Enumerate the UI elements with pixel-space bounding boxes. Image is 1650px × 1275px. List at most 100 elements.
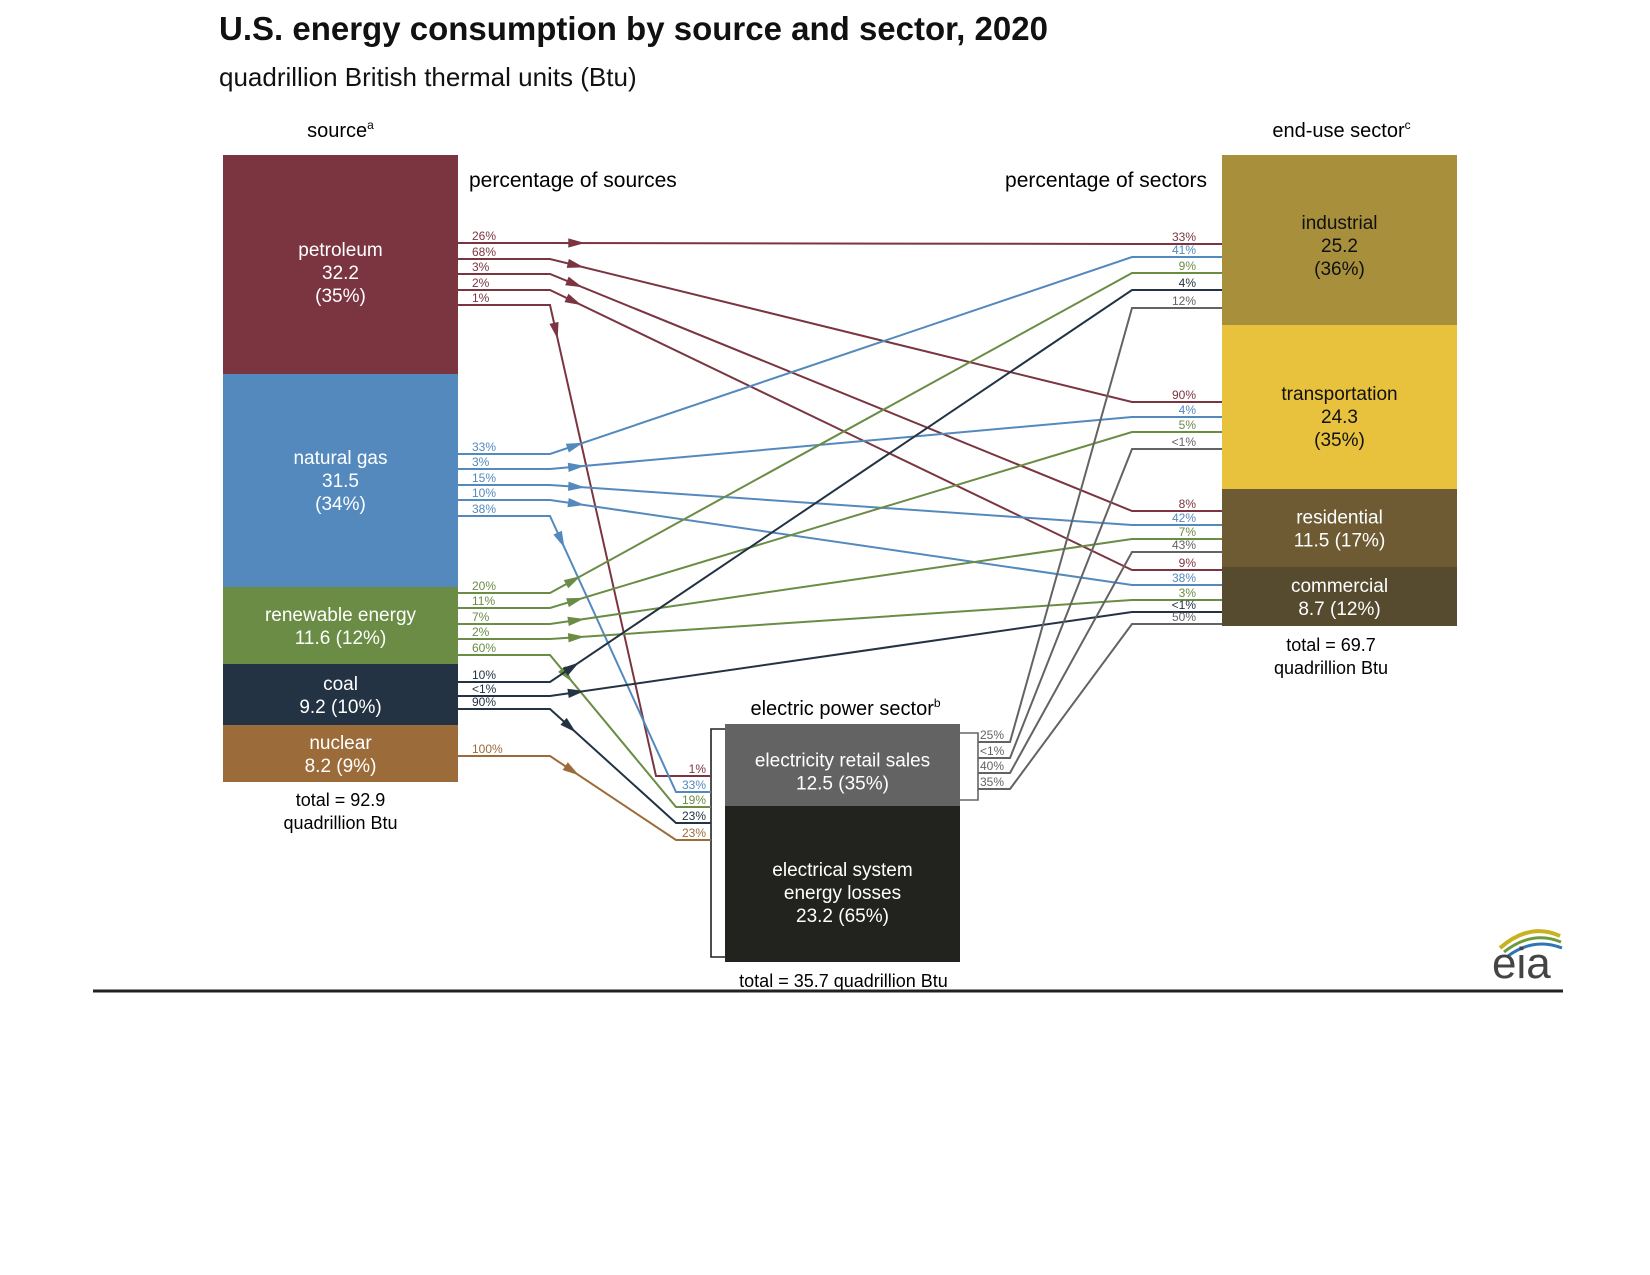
flow-arrowhead-petroleum-to-commercial [564, 293, 582, 306]
percentage-of-sources-label: percentage of sources [469, 169, 677, 192]
flow-electric-to-commercial [978, 623, 1222, 790]
flow-source-percent: 60% [472, 641, 496, 655]
source-coal-label-line: coal [323, 674, 358, 695]
flow-destination-percent: <1% [1172, 435, 1197, 449]
source-petroleum-label-line: (35%) [315, 286, 366, 307]
flow-destination-percent: 38% [1172, 571, 1196, 585]
flow-destination-percent: 9% [1179, 259, 1197, 273]
flow-source-percent: <1% [472, 682, 497, 696]
flow-lines: 26% 33%68%90%3%8%2%9%1%1%33%41%3%4%15%42%… [458, 229, 1222, 841]
sector-transportation-label-line: transportation [1281, 384, 1397, 405]
page-title: U.S. energy consumption by source and se… [219, 10, 1048, 47]
flow-source-percent: 68% [472, 245, 496, 259]
flow-electric-to-transportation [978, 448, 1222, 759]
source-natural-gas-label-line: 31.5 [322, 471, 359, 492]
sector-residential-label-line: residential [1296, 508, 1383, 529]
flow-coal-to-electric [458, 708, 711, 824]
flow-destination-percent: 7% [1179, 525, 1197, 539]
logo-text: eia [1492, 939, 1551, 988]
flow-destination-percent: 23% [682, 809, 706, 823]
electrical-system-losses-box [725, 806, 960, 962]
flow-renewable-to-transportation [458, 431, 1222, 609]
flow-arrowhead-petroleum-to-residential [565, 276, 583, 288]
flow-electric-to-industrial [978, 307, 1222, 743]
flow-source-percent: 3% [472, 455, 490, 469]
sector-transportation-label-line: (35%) [1314, 430, 1365, 451]
flow-destination-percent: 4% [1179, 403, 1197, 417]
electric-sector-bracket [710, 728, 725, 958]
sector-industrial-label-line: industrial [1301, 213, 1377, 234]
percentage-of-sectors-label: percentage of sectors [1005, 169, 1207, 192]
source-nuclear-label-line: 8.2 (9%) [305, 756, 377, 777]
flow-petroleum-to-electric [458, 304, 711, 777]
flow-source-percent: 26% [472, 229, 496, 243]
flow-destination-percent: 43% [1172, 538, 1196, 552]
flow-source-percent: 90% [472, 695, 496, 709]
sector-box-transportation [1222, 325, 1457, 489]
flow-natural-gas-to-commercial [458, 499, 1222, 586]
flow-destination-percent: 33% [682, 778, 706, 792]
electricity-retail-sales-label-line: electricity retail sales [755, 751, 930, 772]
flow-destination-percent: 33% [1172, 230, 1196, 244]
flow-coal-to-commercial [458, 611, 1222, 697]
source-natural-gas-label-line: natural gas [293, 448, 387, 469]
flow-arrowhead-natural-gas-to-electric [553, 530, 565, 548]
flow-destination-percent: 4% [1179, 276, 1197, 290]
logo-swoosh-yellow [1498, 929, 1561, 950]
flow-source-percent: 33% [472, 440, 496, 454]
flow-arrowhead-natural-gas-to-commercial [567, 498, 585, 508]
sector-total-unit: quadrillion Btu [1274, 658, 1388, 678]
source-natural-gas-label-line: (34%) [315, 494, 366, 515]
sector-commercial-label-line: 8.7 (12%) [1298, 599, 1380, 620]
flow-petroleum-to-transportation [458, 258, 1222, 403]
flow-nuclear-to-electric [458, 755, 711, 841]
electric-power-header: electric power sectorb [750, 696, 940, 720]
flow-arrowhead-petroleum-to-industrial [568, 238, 585, 248]
flow-arrowhead-renewable-to-industrial [563, 576, 581, 589]
flow-petroleum-to-industrial [458, 242, 1222, 245]
flow-destination-percent: 1% [689, 762, 707, 776]
flow-petroleum-to-commercial [458, 289, 1222, 571]
electrical-system-losses-label-line: 23.2 (65%) [796, 906, 889, 927]
source-petroleum-label-line: 32.2 [322, 263, 359, 284]
flow-destination-percent: 50% [1172, 610, 1196, 624]
flow-source-percent: 1% [472, 291, 490, 305]
flow-arrowhead-natural-gas-to-residential [567, 481, 585, 491]
flow-destination-percent: <1% [1172, 598, 1197, 612]
flow-source-percent: <1% [980, 744, 1005, 758]
flow-source-percent: 25% [980, 728, 1004, 742]
flow-source-percent: 100% [472, 742, 503, 756]
source-box-coal [223, 664, 458, 725]
flow-arrowhead-petroleum-to-transportation [566, 258, 584, 268]
flow-destination-percent: 41% [1172, 243, 1196, 257]
flow-source-percent: 40% [980, 759, 1004, 773]
flow-source-percent: 38% [472, 502, 496, 516]
flow-source-percent: 3% [472, 260, 490, 274]
flow-arrowhead-coal-to-commercial [567, 688, 585, 698]
logo-swoosh-blue [1507, 942, 1563, 958]
source-header: sourcea [307, 118, 374, 142]
flow-arrowhead-natural-gas-to-transportation [567, 462, 585, 472]
flow-source-percent: 10% [472, 486, 496, 500]
flow-source-percent: 7% [472, 610, 490, 624]
flow-destination-percent: 5% [1179, 418, 1197, 432]
flow-arrowhead-petroleum-to-electric [549, 321, 559, 340]
source-renewable-label-line: 11.6 (12%) [295, 628, 387, 649]
flow-arrowhead-renewable-to-residential [567, 616, 585, 626]
flow-arrowhead-coal-to-industrial [562, 662, 580, 676]
source-box-natural-gas [223, 374, 458, 587]
flow-destination-percent: 12% [1172, 294, 1196, 308]
source-renewable-label-line: renewable energy [265, 605, 417, 626]
flow-arrowhead-renewable-to-transportation [566, 597, 584, 608]
sector-industrial-label-line: 25.2 [1321, 236, 1358, 257]
eia-logo: eia [1492, 929, 1563, 988]
electric-total-line: total = 35.7 quadrillion Btu [739, 971, 948, 991]
flow-natural-gas-to-electric [458, 515, 711, 793]
flow-coal-to-industrial [458, 289, 1222, 683]
flow-electric-to-residential [978, 551, 1222, 774]
flow-destination-percent: 23% [682, 826, 706, 840]
flow-arrowhead-nuclear-to-electric [562, 762, 580, 776]
flow-destination-percent: 8% [1179, 497, 1197, 511]
flow-source-percent: 35% [980, 775, 1004, 789]
